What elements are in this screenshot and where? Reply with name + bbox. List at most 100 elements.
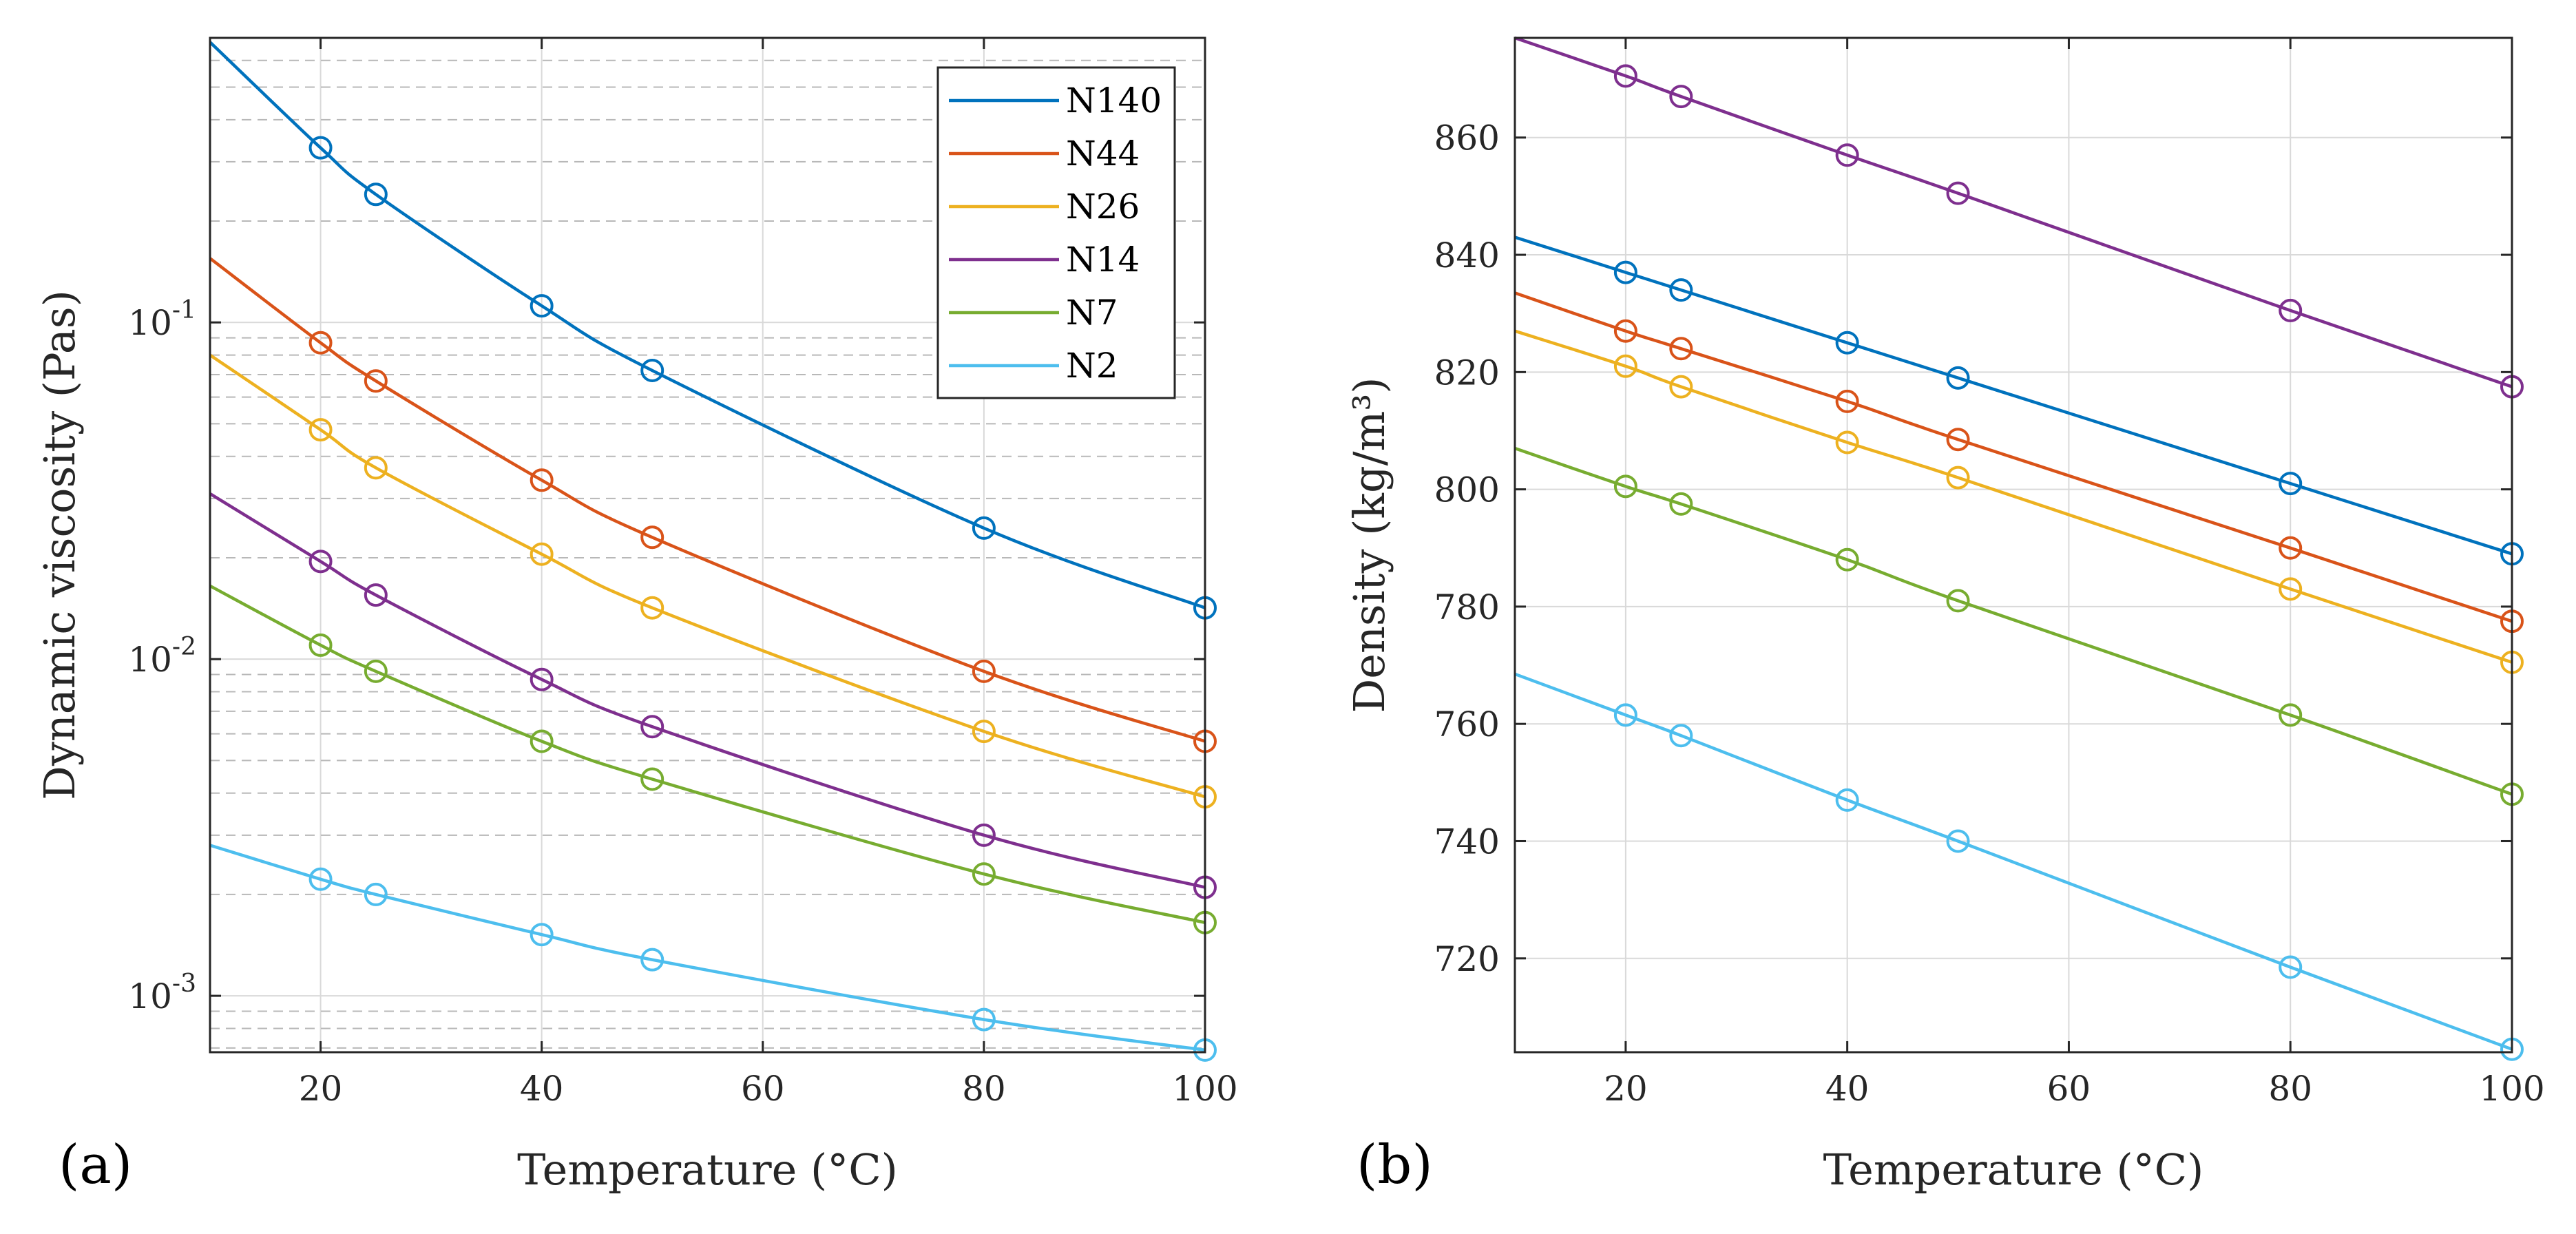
legend-label-n2: N2 bbox=[1066, 346, 1118, 386]
panel-b-density-chart: 20 40 60 80 100 720 740 760 780 800 820 840 860 Tempe… bbox=[1344, 36, 2545, 1196]
panel-label: (a) bbox=[59, 1134, 132, 1196]
series-line-n2 bbox=[1514, 672, 2513, 1051]
data-point-n44 bbox=[1946, 428, 1970, 452]
x-axis-label: Temperature (°C) bbox=[1823, 1144, 2204, 1195]
data-point-n44 bbox=[1835, 389, 1859, 413]
data-point-n7 bbox=[1669, 492, 1693, 516]
x-tick-label: 20 bbox=[1604, 1069, 1648, 1109]
data-point-n26 bbox=[364, 456, 388, 480]
y-tick-label: 860 bbox=[1434, 118, 1500, 158]
legend-label-n7: N7 bbox=[1066, 293, 1118, 333]
data-point-n26 bbox=[1946, 466, 1970, 490]
data-point-n140 bbox=[1669, 278, 1693, 302]
data-point-n14 bbox=[1669, 85, 1693, 109]
data-point-n44 bbox=[972, 659, 996, 683]
x-axis-label: Temperature (°C) bbox=[517, 1144, 898, 1195]
series-n14 bbox=[1514, 36, 2524, 399]
y-tick-label: 820 bbox=[1434, 353, 1500, 393]
data-point-n7 bbox=[1946, 589, 1970, 613]
y-axis-label: Dynamic viscosity (Pas) bbox=[34, 290, 85, 800]
x-tick-label: 40 bbox=[1825, 1069, 1870, 1109]
data-point-n44 bbox=[364, 369, 388, 393]
y-tick-label: 10-3 bbox=[128, 970, 196, 1016]
data-point-n7 bbox=[1835, 547, 1859, 572]
series-n26 bbox=[209, 353, 1217, 809]
series-line-n14 bbox=[1514, 36, 2513, 388]
series-line-n26 bbox=[209, 353, 1206, 799]
series-line-n140 bbox=[1514, 236, 2513, 556]
data-point-n14 bbox=[308, 550, 333, 574]
data-point-n7 bbox=[640, 767, 664, 791]
y-tick-label: 760 bbox=[1434, 704, 1500, 744]
x-tick-label: 100 bbox=[2479, 1069, 2544, 1109]
data-point-n140 bbox=[640, 358, 664, 382]
legend-box bbox=[936, 66, 1176, 399]
x-tick-label: 60 bbox=[2047, 1069, 2091, 1109]
series-line-n44 bbox=[1514, 291, 2513, 623]
series-line-n2 bbox=[209, 844, 1206, 1052]
x-tick-label: 60 bbox=[741, 1069, 785, 1109]
data-point-n140 bbox=[308, 136, 333, 160]
data-point-n2 bbox=[530, 923, 554, 947]
data-point-n140 bbox=[530, 294, 554, 318]
series-n44 bbox=[1514, 291, 2524, 634]
legend-label-n140: N140 bbox=[1066, 81, 1162, 121]
data-point-n2 bbox=[1669, 724, 1693, 748]
x-tick-label: 40 bbox=[520, 1069, 564, 1109]
legend: N140 N44 N26 N14 N7 N2 bbox=[936, 66, 1176, 399]
data-point-n2 bbox=[364, 882, 388, 906]
panel-a-viscosity-chart: 20 40 60 80 100 10-3 10-2 10-1 Temperature (°C) D… bbox=[34, 36, 1238, 1196]
y-axis-label: Density (kg/m³) bbox=[1344, 377, 1394, 713]
data-point-n140 bbox=[364, 182, 388, 207]
data-point-n44 bbox=[1669, 337, 1693, 361]
data-point-n14 bbox=[972, 823, 996, 847]
data-point-n26 bbox=[308, 418, 333, 442]
data-point-n7 bbox=[530, 729, 554, 753]
y-tick-label: 740 bbox=[1434, 822, 1500, 861]
series-line-n7 bbox=[1514, 446, 2513, 796]
data-point-n26 bbox=[1669, 375, 1693, 399]
data-point-n140 bbox=[1946, 366, 1970, 390]
data-point-n2 bbox=[308, 867, 333, 891]
y-tick-label: 800 bbox=[1434, 470, 1500, 510]
y-tick-label: 720 bbox=[1434, 939, 1500, 979]
series-n14 bbox=[209, 492, 1217, 899]
data-point-n2 bbox=[1946, 829, 1970, 853]
legend-label-n14: N14 bbox=[1066, 240, 1140, 280]
data-point-n7 bbox=[972, 862, 996, 886]
y-tick-label: 10-1 bbox=[128, 296, 196, 343]
data-point-n44 bbox=[2279, 536, 2303, 560]
data-point-n14 bbox=[530, 667, 554, 691]
x-tick-label: 80 bbox=[962, 1069, 1006, 1109]
axes-box bbox=[209, 36, 1206, 1054]
data-point-n26 bbox=[1613, 354, 1637, 378]
data-point-n26 bbox=[972, 720, 996, 744]
y-tick-label: 10-2 bbox=[128, 633, 196, 680]
data-point-n14 bbox=[1946, 181, 1970, 205]
data-point-n14 bbox=[2279, 298, 2303, 322]
data-point-n14 bbox=[1835, 143, 1859, 167]
data-point-n14 bbox=[364, 583, 388, 607]
series-line-n14 bbox=[209, 492, 1206, 889]
series-line-n44 bbox=[209, 257, 1206, 743]
grid-lines bbox=[1515, 38, 2513, 1052]
data-point-n44 bbox=[640, 525, 664, 550]
data-point-n2 bbox=[1835, 788, 1859, 812]
data-point-n140 bbox=[2279, 472, 2303, 496]
data-point-n2 bbox=[1613, 703, 1637, 727]
series-line-n26 bbox=[1514, 329, 2513, 664]
series-n7 bbox=[1514, 446, 2524, 806]
data-point-n26 bbox=[2279, 577, 2303, 601]
y-tick-label: 840 bbox=[1434, 236, 1500, 275]
data-point-n7 bbox=[1613, 474, 1637, 499]
data-point-n7 bbox=[308, 633, 333, 657]
series-n140 bbox=[1514, 236, 2524, 566]
series-n2 bbox=[1514, 672, 2524, 1061]
y-tick-label: 780 bbox=[1434, 587, 1500, 627]
data-point-n140 bbox=[1613, 260, 1637, 284]
data-point-n140 bbox=[972, 516, 996, 540]
data-point-n140 bbox=[1835, 331, 1859, 355]
data-point-n26 bbox=[1835, 430, 1859, 454]
data-point-n44 bbox=[308, 331, 333, 355]
